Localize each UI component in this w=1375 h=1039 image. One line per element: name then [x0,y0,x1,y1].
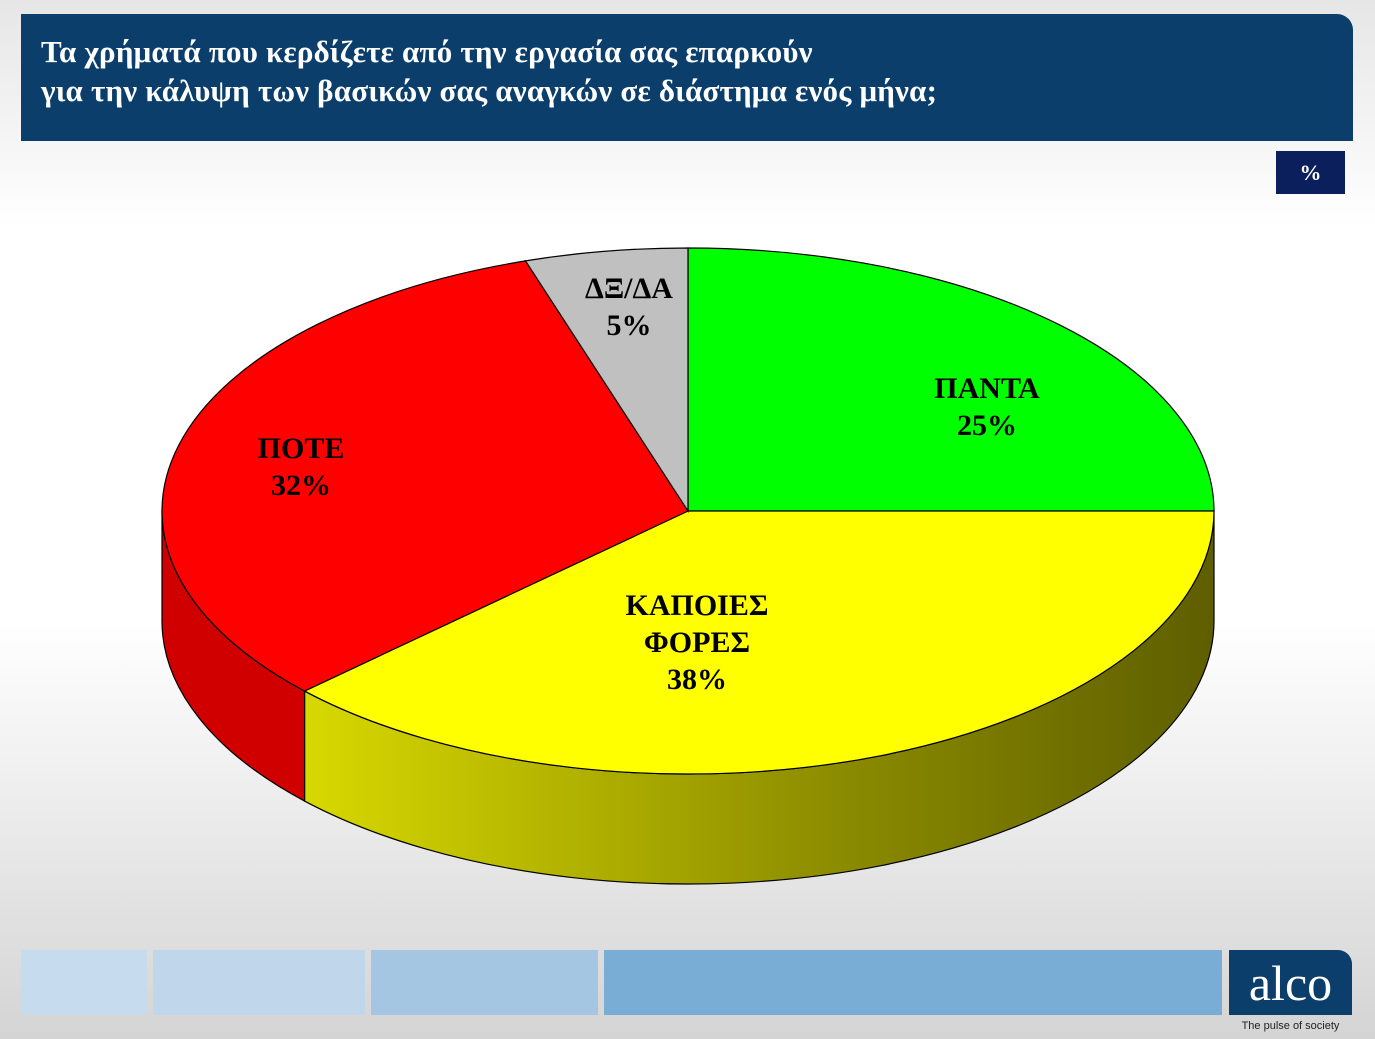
footer-bar-4 [604,950,1222,1015]
slice-label-dk-na: ΔΞ/ΔΑ 5% [585,272,673,342]
pie-slice-3 [524,247,689,514]
title-line-2: για την κάλυψη των βασικών σας αναγκών σ… [41,73,938,108]
logo-tagline: The pulse of society [1241,1020,1340,1032]
pie-slice-2 [161,260,689,692]
slice-label-pote: ΠΟΤΕ 32% [257,432,345,502]
pie-slice-1 [303,510,1215,775]
alco-logo: alco [1229,950,1352,1015]
pie-slice-0 [687,247,1215,512]
footer-bar-2 [153,950,365,1015]
slice-label-kapoies-fores: ΚΑΠΟΙΕΣ ΦΟΡΕΣ 38% [625,589,769,696]
unit-badge: % [1276,151,1345,194]
title-banner: Τα χρήματά που κερδίζετε από την εργασία… [21,14,1353,141]
footer-bar-1 [21,950,147,1015]
slice-label-panta: ΠΑΝΤΑ 25% [934,372,1040,442]
title-line-1: Τα χρήματά που κερδίζετε από την εργασία… [41,34,813,69]
footer-bar-3 [371,950,598,1015]
